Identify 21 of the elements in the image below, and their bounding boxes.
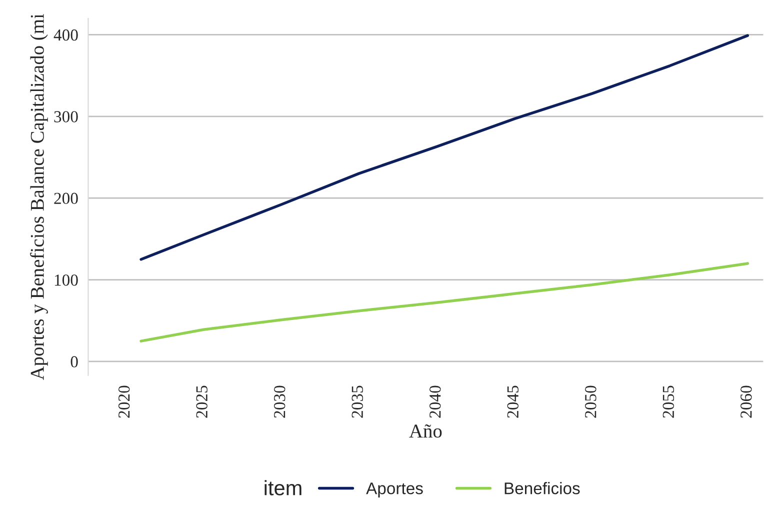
x-tick-label: 2045 — [507, 386, 519, 418]
legend-label: Beneficios — [504, 482, 580, 494]
x-tick-label: 2020 — [118, 386, 130, 418]
y-tick-label: 0 — [70, 356, 78, 368]
legend-label: Aportes — [366, 482, 423, 498]
x-tick-label: 2040 — [429, 386, 441, 418]
y-tick-label: 100 — [54, 274, 78, 286]
legend-title: item — [264, 480, 302, 496]
y-tick-label: 400 — [54, 29, 78, 41]
line-series — [140, 34, 750, 261]
x-tick-label: 2030 — [274, 386, 286, 418]
x-tick-label: 2060 — [740, 386, 752, 418]
y-tick-label: 200 — [54, 192, 78, 204]
x-tick-label: 2055 — [662, 386, 674, 418]
y-tick-label: 300 — [54, 111, 78, 122]
x-tick-label: 2035 — [352, 386, 363, 418]
x-tick-label: 2050 — [585, 386, 596, 418]
line-series — [140, 262, 750, 342]
x-tick-label: 2025 — [196, 386, 208, 418]
x-axis-title: Año — [409, 424, 442, 438]
y-axis-title: Aportes y Beneficios Balance Capitalizado (mi — [30, 14, 48, 380]
